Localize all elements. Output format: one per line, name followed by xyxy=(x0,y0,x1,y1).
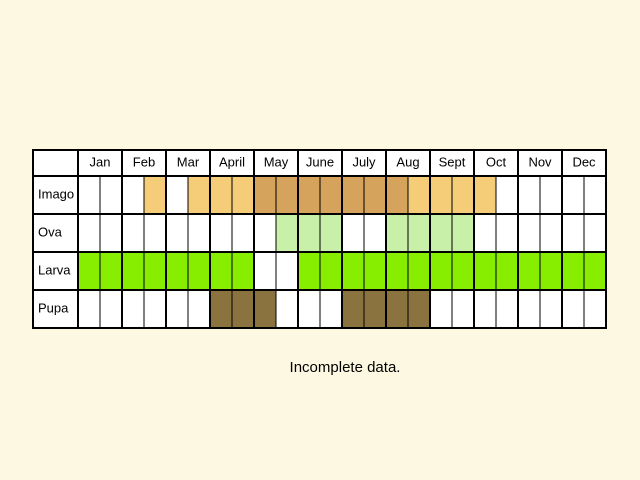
month-label: Nov xyxy=(528,154,552,169)
month-label: June xyxy=(306,154,334,169)
cell-fill xyxy=(474,176,496,214)
cell-fill xyxy=(496,252,518,290)
month-label: Feb xyxy=(133,154,155,169)
cell-fill xyxy=(408,252,430,290)
cell-fill xyxy=(78,252,100,290)
month-label: Sept xyxy=(439,154,466,169)
cell-fill xyxy=(122,252,144,290)
cell-fill xyxy=(430,214,452,252)
month-label: Aug xyxy=(396,154,419,169)
cell-fill xyxy=(452,252,474,290)
month-label: May xyxy=(264,154,289,169)
cell-fill xyxy=(584,252,606,290)
cell-fill xyxy=(298,214,320,252)
cell-fill xyxy=(276,176,298,214)
cell-fill xyxy=(452,214,474,252)
cell-fill xyxy=(188,176,210,214)
cell-fill xyxy=(386,214,408,252)
month-label: July xyxy=(352,154,376,169)
cell-fill xyxy=(298,176,320,214)
cell-fill xyxy=(210,176,232,214)
cell-fill xyxy=(210,290,232,328)
month-label: Mar xyxy=(177,154,200,169)
row-label: Ova xyxy=(38,224,63,239)
cell-fill xyxy=(210,252,232,290)
month-label: April xyxy=(219,154,245,169)
cell-fill xyxy=(364,176,386,214)
cell-fill xyxy=(386,252,408,290)
cell-fill xyxy=(320,214,342,252)
cell-fill xyxy=(232,290,254,328)
cell-fill xyxy=(408,290,430,328)
cell-fill xyxy=(188,252,210,290)
table-border xyxy=(32,149,607,329)
cell-fill xyxy=(166,252,188,290)
cell-fill xyxy=(342,176,364,214)
cell-fill xyxy=(254,290,276,328)
cell-fill xyxy=(386,290,408,328)
cell-fill xyxy=(430,252,452,290)
cell-fill xyxy=(342,252,364,290)
cell-fill xyxy=(408,214,430,252)
cell-fill xyxy=(144,252,166,290)
month-label: Jan xyxy=(90,154,111,169)
cell-fill xyxy=(518,252,540,290)
cell-fill xyxy=(474,252,496,290)
cell-fill xyxy=(276,214,298,252)
cell-fill xyxy=(144,176,166,214)
row-label: Pupa xyxy=(38,300,69,315)
cell-fill xyxy=(232,176,254,214)
cell-fill xyxy=(320,252,342,290)
month-label: Oct xyxy=(486,154,507,169)
cell-fill xyxy=(364,290,386,328)
cell-fill xyxy=(364,252,386,290)
cell-fill xyxy=(452,176,474,214)
row-label: Larva xyxy=(38,262,71,277)
cell-fill xyxy=(386,176,408,214)
cell-fill xyxy=(100,252,122,290)
cell-fill xyxy=(562,252,584,290)
cell-fill xyxy=(342,290,364,328)
month-label: Dec xyxy=(572,154,596,169)
cell-fill xyxy=(540,252,562,290)
cell-fill xyxy=(232,252,254,290)
cell-fill xyxy=(320,176,342,214)
caption: Incomplete data. xyxy=(290,359,401,376)
row-label: Imago xyxy=(38,186,74,201)
cell-fill xyxy=(254,176,276,214)
cell-fill xyxy=(430,176,452,214)
cell-fill xyxy=(298,252,320,290)
cell-fill xyxy=(408,176,430,214)
